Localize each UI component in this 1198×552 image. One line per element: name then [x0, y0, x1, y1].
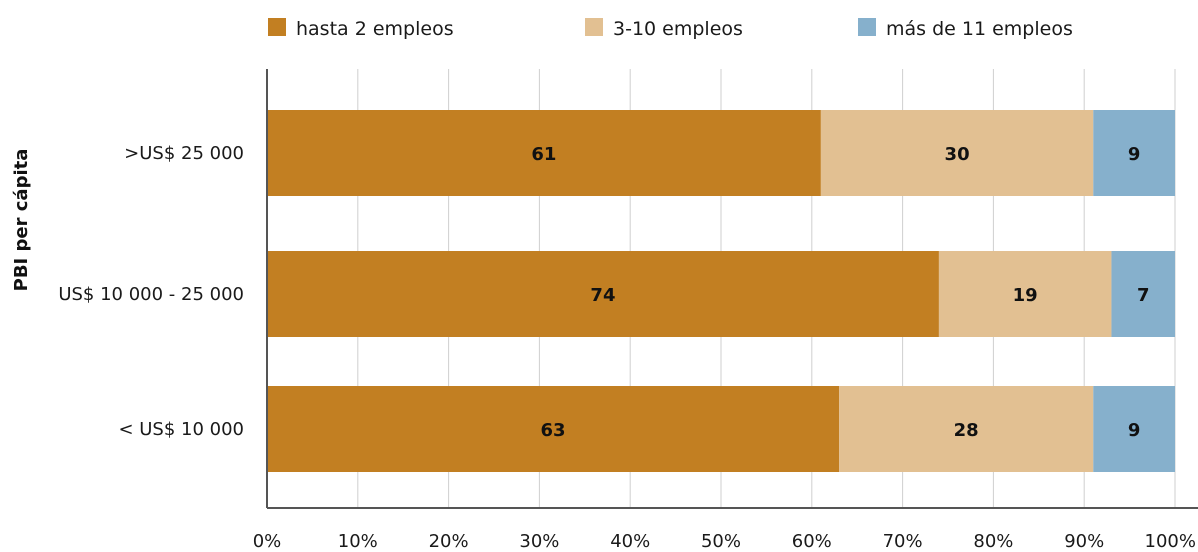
bar-segment: [1093, 110, 1175, 196]
legend: hasta 2 empleos 3-10 empleos más de 11 emp…: [268, 18, 1073, 40]
bar-segment: [1111, 251, 1175, 337]
x-tick-label: 100%: [1145, 531, 1196, 552]
x-tick-label: 20%: [429, 531, 469, 552]
category-label: >US$ 25 000: [124, 143, 244, 164]
data-label: 63: [540, 420, 565, 441]
axes: [266, 69, 1198, 509]
data-label: 19: [1013, 285, 1038, 306]
data-label: 9: [1128, 144, 1141, 165]
x-tick-label: 40%: [610, 531, 650, 552]
data-label: 28: [954, 420, 979, 441]
x-tick-label: 30%: [519, 531, 559, 552]
x-tick-label: 80%: [973, 531, 1013, 552]
y-axis-label: PBI per cápita: [11, 149, 32, 292]
bar-segment: [1093, 386, 1175, 472]
x-tick-label: 90%: [1064, 531, 1104, 552]
legend-swatch: [858, 18, 876, 36]
bars: 61 30 9 74 19 7 63 28 9: [267, 110, 1175, 472]
legend-swatch: [585, 18, 603, 36]
data-label: 74: [590, 285, 615, 306]
data-label: 9: [1128, 420, 1141, 441]
bar-segment: [938, 251, 1112, 337]
x-tick-label: 10%: [338, 531, 378, 552]
legend-swatch: [268, 18, 286, 36]
bar-segment: [839, 386, 1094, 472]
x-tick-labels: 0% 10% 20% 30% 40% 50% 60% 70% 80% 90% 100%: [253, 531, 1196, 552]
legend-label: 3-10 empleos: [613, 18, 743, 40]
x-tick-label: 0%: [253, 531, 282, 552]
data-label: 30: [945, 144, 970, 165]
category-label: US$ 10 000 - 25 000: [58, 284, 244, 305]
bar-segment: [267, 110, 821, 196]
x-tick-label: 70%: [883, 531, 923, 552]
category-labels: >US$ 25 000 US$ 10 000 - 25 000 < US$ 10 0…: [58, 143, 244, 440]
x-tick-label: 60%: [792, 531, 832, 552]
data-label: 61: [531, 144, 556, 165]
x-tick-label: 50%: [701, 531, 741, 552]
data-label: 7: [1137, 285, 1150, 306]
bar-segment: [267, 251, 939, 337]
legend-label: hasta 2 empleos: [296, 18, 454, 40]
bar-segment: [820, 110, 1094, 196]
bar-segment: [267, 386, 840, 472]
legend-label: más de 11 empleos: [886, 18, 1073, 40]
category-label: < US$ 10 000: [118, 419, 244, 440]
